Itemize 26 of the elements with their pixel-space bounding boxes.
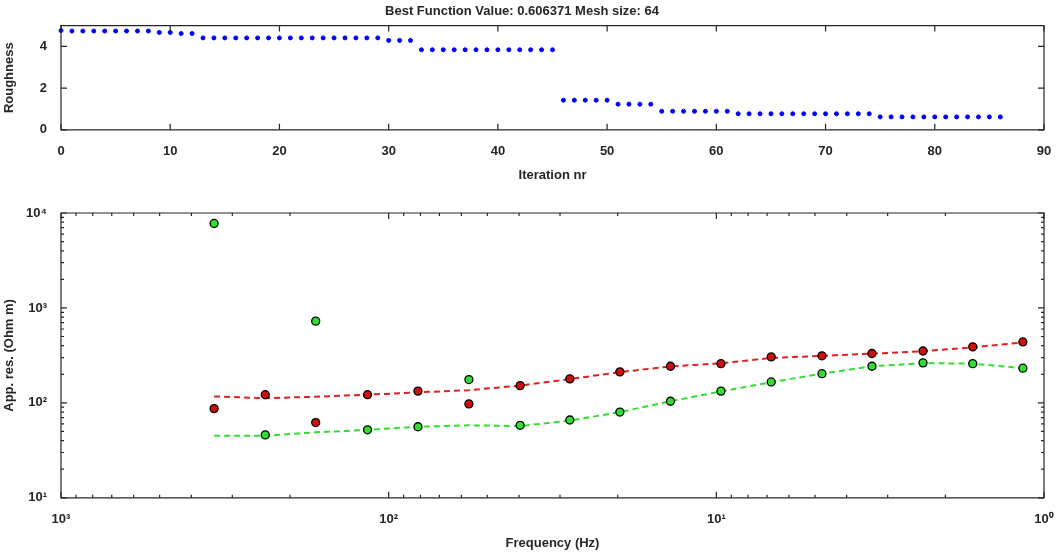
y-tick-label: 10² [28,394,48,410]
y-tick-label: 10³ [28,299,48,315]
x-tick-label: 70 [818,143,833,159]
x-tick-label: 20 [272,143,287,159]
x-tick-label: 80 [927,143,943,159]
x-tick-label: 10 [162,143,178,159]
x-tick-label: 10⁰ [1034,511,1054,527]
x-tick-label: 30 [381,143,396,159]
x-axis-title: Frequency (Hz) [505,534,600,550]
x-axis-title: Iteration nr [518,166,587,182]
y-tick-label: 0 [39,121,47,137]
x-tick-label: 10³ [51,511,72,527]
x-tick-label: 50 [599,143,615,159]
x-tick-label: 90 [1036,143,1052,159]
y-tick-label: 10¹ [28,489,47,505]
chart-title: Best Function Value: 0.606371 Mesh size: 64 [385,3,660,19]
x-tick-label: 60 [709,143,724,159]
y-tick-label: 2 [39,79,47,95]
x-tick-label: 0 [57,143,65,159]
y-axis-title: App. res. (Ohm m) [1,299,17,412]
y-tick-label: 4 [39,38,48,54]
y-tick-label: 10⁴ [26,204,47,220]
x-tick-label: 10² [379,511,399,527]
x-tick-label: 40 [490,143,506,159]
x-tick-label: 10¹ [706,511,726,527]
y-axis-title: Roughness [1,42,17,114]
